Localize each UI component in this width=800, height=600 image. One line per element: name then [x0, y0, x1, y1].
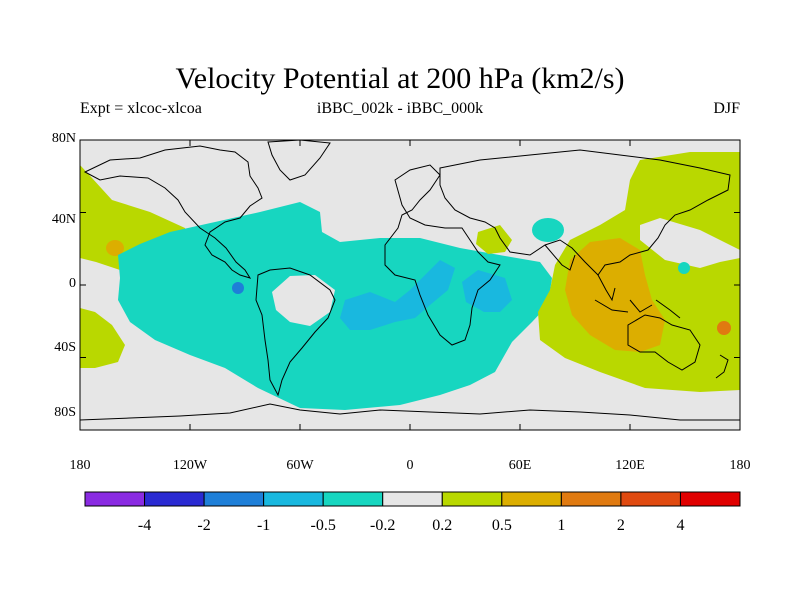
- coast-antarctica: [79, 403, 740, 421]
- colorbar-swatch: [203, 491, 265, 507]
- difference-label: iBBC_002k - iBBC_000k: [316, 100, 484, 117]
- colorbar-swatch: [322, 491, 384, 507]
- colorbar-label: 1: [557, 517, 566, 534]
- colorbar-swatch: [144, 491, 205, 507]
- colorbar-label: -1: [256, 517, 271, 534]
- colorbar-swatch: [382, 491, 443, 507]
- colorbar-label: -0.5: [310, 517, 336, 534]
- colorbar-label: 2: [616, 517, 625, 534]
- lon-tick-label: 60W: [286, 458, 314, 473]
- colorbar-swatch: [441, 491, 503, 507]
- map-title: Velocity Potential at 200 hPa (km2/s): [175, 62, 625, 95]
- lat-tick-label: 40S: [54, 340, 76, 356]
- coast-new-zealand: [715, 354, 729, 379]
- negative-patch-middle-east: [532, 218, 564, 242]
- lon-tick-label: 120W: [172, 458, 208, 473]
- lat-tick-label: 40N: [51, 211, 76, 227]
- colorbar-swatch: [620, 491, 681, 507]
- negative-core-eastern-pacific: [232, 282, 244, 294]
- coast-north-america: [83, 145, 263, 279]
- coast-south-america: [255, 267, 336, 397]
- negative-spot-west-pacific: [678, 262, 690, 274]
- field-contours: [80, 152, 740, 410]
- coast-greenland: [267, 139, 331, 181]
- axis-ticks: [79, 139, 741, 431]
- season-label: DJF: [713, 100, 740, 117]
- positive-core-small-1: [106, 240, 124, 256]
- lon-tick-label: 180: [69, 458, 91, 473]
- lon-tick-label: 120E: [615, 458, 645, 473]
- colorbar-swatch: [560, 491, 622, 507]
- colorbar: [84, 491, 741, 507]
- negative-region-atlantic: [118, 202, 552, 410]
- colorbar-label: 4: [676, 517, 685, 534]
- positive-core-south-pacific: [717, 321, 731, 335]
- colorbar-label: -0.2: [370, 517, 396, 534]
- experiment-label: Expt = xlcoc-xlcoa: [80, 100, 202, 117]
- coast-asia: [439, 149, 731, 276]
- coast-australia: [627, 314, 701, 371]
- colorbar-swatch: [84, 491, 146, 507]
- colorbar-swatch: [501, 491, 562, 507]
- positive-region-south-pacific: [80, 308, 125, 368]
- colorbar-label: -4: [137, 517, 152, 534]
- lat-tick-label: 0: [69, 276, 76, 291]
- neutral-gap-south-america: [272, 275, 335, 326]
- lat-tick-label: 80S: [54, 404, 76, 420]
- coast-europe-africa: [384, 164, 501, 346]
- lon-tick-label: 0: [406, 458, 414, 473]
- colorbar-label: 0.2: [432, 517, 453, 534]
- coast-south-asia: [544, 244, 616, 302]
- coastlines: [79, 139, 740, 421]
- colorbar-swatch: [263, 491, 324, 507]
- colorbar-label: -2: [197, 517, 211, 534]
- lon-tick-label: 60E: [508, 458, 532, 473]
- positive-region-arabia: [476, 225, 512, 254]
- colorbar-swatch: [679, 491, 741, 507]
- coast-indonesia: [594, 299, 681, 319]
- lat-tick-label: 80N: [51, 131, 76, 146]
- negative-core-atlantic: [340, 260, 455, 330]
- lon-tick-label: 180: [729, 458, 751, 473]
- colorbar-label: 0.5: [491, 517, 512, 534]
